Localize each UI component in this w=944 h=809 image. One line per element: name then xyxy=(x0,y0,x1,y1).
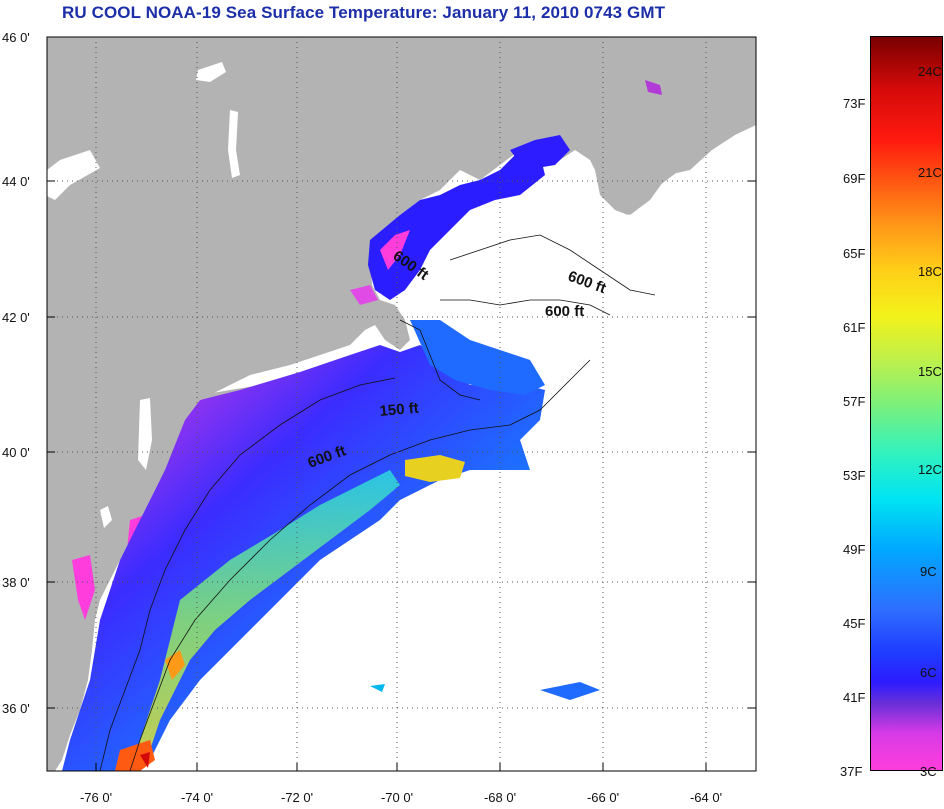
colorbar-label-c: 9C xyxy=(920,564,937,579)
lon-label: -70 0' xyxy=(381,790,413,805)
colorbar-label-f: 69F xyxy=(843,171,866,186)
colorbar-label-f: 41F xyxy=(843,690,866,705)
lon-label: -66 0' xyxy=(587,790,619,805)
lat-label: 36 0' xyxy=(2,701,30,716)
colorbar-label-c: 12C xyxy=(918,462,942,477)
isobath-label: 150 ft xyxy=(379,400,420,420)
colorbar-label-f: 53F xyxy=(843,468,866,483)
lat-label: 38 0' xyxy=(2,575,30,590)
map-title: RU COOL NOAA-19 Sea Surface Temperature:… xyxy=(62,3,666,22)
colorbar-label-c: 18C xyxy=(918,264,942,279)
colorbar-label-f: 45F xyxy=(843,616,866,631)
colorbar-label-c: 15C xyxy=(918,364,942,379)
lon-label: -72 0' xyxy=(281,790,313,805)
colorbar-label-f: 65F xyxy=(843,246,866,261)
lon-label: -76 0' xyxy=(80,790,112,805)
colorbar-label-f: 73F xyxy=(843,96,866,111)
colorbar-label-c: 3C xyxy=(920,764,937,779)
colorbar-label-c: 24C xyxy=(918,64,942,79)
colorbar-label-c: 6C xyxy=(920,665,937,680)
isobath-label: 600 ft xyxy=(545,303,584,320)
land-mass xyxy=(47,37,756,771)
temperature-colorbar xyxy=(870,36,944,771)
colorbar-label-c: 21C xyxy=(918,165,942,180)
lon-label: -74 0' xyxy=(181,790,213,805)
lat-label: 40 0' xyxy=(2,445,30,460)
lon-label: -68 0' xyxy=(484,790,516,805)
colorbar-label-f: 61F xyxy=(843,320,866,335)
lat-label: 44 0' xyxy=(2,174,30,189)
nova-scotia xyxy=(595,60,756,215)
lon-label: -64 0' xyxy=(690,790,722,805)
colorbar-gradient xyxy=(870,36,943,771)
lat-label: 42 0' xyxy=(2,310,30,325)
colorbar-label-f: 49F xyxy=(843,542,866,557)
colorbar-label-f: 57F xyxy=(843,394,866,409)
lat-lon-grid xyxy=(47,37,756,771)
colorbar-label-f: 37F xyxy=(840,764,863,779)
lat-label: 46 0' xyxy=(2,30,30,45)
